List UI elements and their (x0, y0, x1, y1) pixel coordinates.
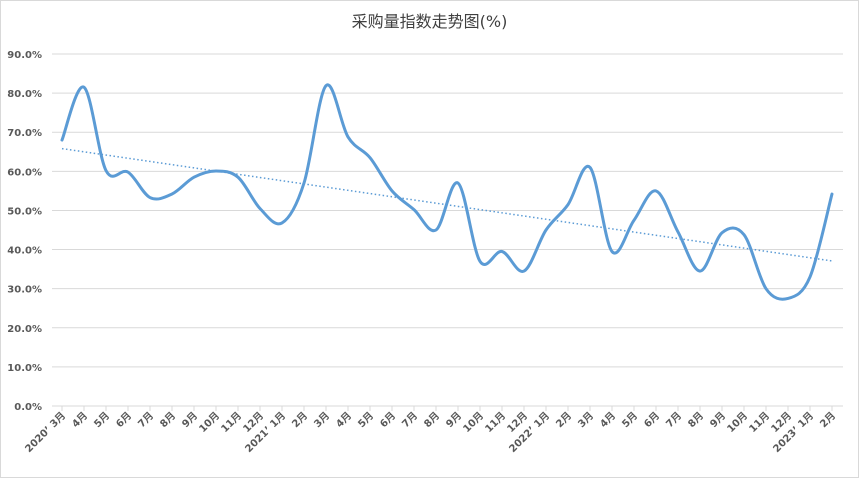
series-line (60, 83, 834, 301)
x-tick-label: 2020’ 3月 (23, 410, 68, 455)
x-tick-label: 11月 (747, 410, 772, 435)
x-tick-label: 2月 (554, 410, 574, 430)
y-tick-label: 10.0% (7, 363, 42, 374)
x-tick-label: 3月 (576, 410, 596, 430)
x-tick-label: 10月 (461, 410, 486, 435)
y-tick-label: 70.0% (7, 128, 42, 139)
x-tick-label: 2月 (818, 410, 838, 430)
x-tick-label: 5月 (92, 410, 112, 430)
y-tick-label: 20.0% (7, 324, 42, 335)
x-tick-label: 2月 (290, 410, 310, 430)
x-tick-label: 7月 (400, 410, 420, 430)
y-axis: 0.0% 10.0% 20.0% 30.0% 40.0% 50.0% 60.0% 70.0% 8… (7, 50, 42, 413)
x-tick-label: 7月 (664, 410, 684, 430)
y-tick-label: 80.0% (7, 89, 42, 100)
y-tick-label: 90.0% (7, 50, 42, 61)
x-tick-label: 3月 (312, 410, 332, 430)
x-tick-label: 10月 (725, 410, 750, 435)
y-tick-label: 30.0% (7, 285, 42, 296)
x-tick-label: 5月 (620, 410, 640, 430)
x-tick-label: 4月 (598, 410, 618, 430)
x-tick-label: 11月 (219, 410, 244, 435)
y-tick-label: 60.0% (7, 167, 42, 178)
x-tick-label: 4月 (334, 410, 354, 430)
x-tick-label: 7月 (136, 410, 156, 430)
x-tick-label: 11月 (483, 410, 508, 435)
grid-lines (52, 53, 843, 407)
y-tick-label: 0.0% (14, 402, 42, 413)
x-tick-label: 6月 (378, 410, 398, 430)
x-tick-label: 4月 (70, 410, 90, 430)
series-group (60, 83, 834, 301)
x-tick-label: 5月 (356, 410, 376, 430)
y-tick-label: 50.0% (7, 206, 42, 217)
x-tick-label: 10月 (197, 410, 222, 435)
y-tick-label: 40.0% (7, 246, 42, 257)
x-tick-label: 8月 (158, 410, 178, 430)
x-tick-label: 6月 (114, 410, 134, 430)
chart-title: 采购量指数走势图(%) (351, 12, 508, 31)
x-tick-label: 8月 (422, 410, 442, 430)
x-tick-label: 6月 (642, 410, 662, 430)
x-tick-label: 8月 (686, 410, 706, 430)
